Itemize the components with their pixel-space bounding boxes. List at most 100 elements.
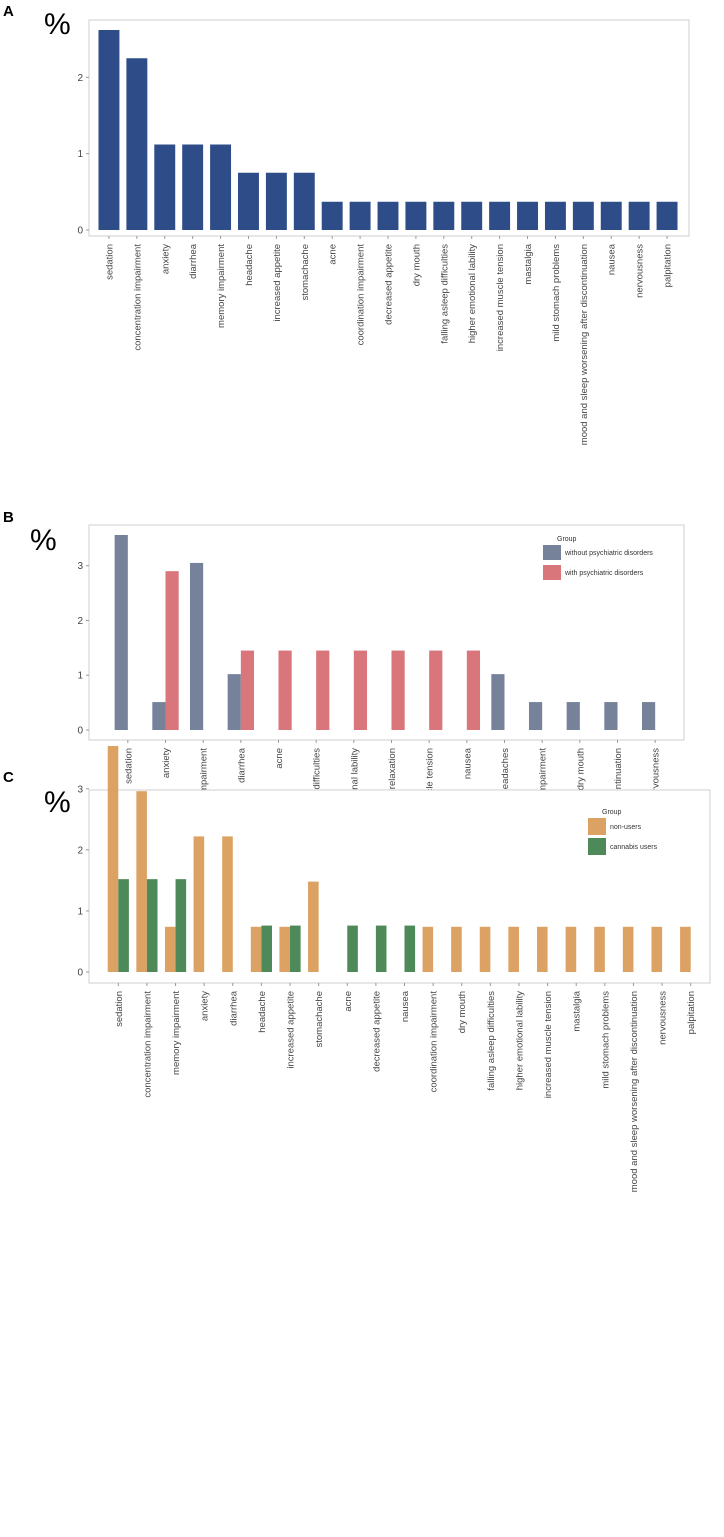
x-tick-label: mastalgia <box>572 990 583 1031</box>
y-tick-label: 3 <box>77 784 83 795</box>
bar-A-series-nervousness <box>628 201 650 230</box>
legend-label: cannabis users <box>610 844 658 851</box>
x-tick-label: acne <box>328 244 339 265</box>
bar-C-non-users-sedation <box>107 746 119 972</box>
bar-B-without-psychiatric-disorders-mood-and-sleep-worsening-after-discontinuation <box>604 702 618 730</box>
bar-C-non-users-increased-appetite <box>279 926 291 972</box>
x-tick-label: concentration impairment <box>142 991 153 1098</box>
bar-C-non-users-stomachache <box>308 881 319 972</box>
x-tick-label: higher emotional lability <box>467 244 478 344</box>
y-tick-label: 3 <box>77 561 83 572</box>
x-tick-label: mild stomach problems <box>551 244 562 342</box>
bar-C-cannabis-users-increased-appetite <box>290 925 301 972</box>
bar-B-without-psychiatric-disorders-diarrhea <box>227 674 241 730</box>
x-tick-label: stomachache <box>314 991 325 1048</box>
x-tick-label: sedation <box>114 991 125 1027</box>
y-axis-unit-label: % <box>30 524 57 557</box>
x-tick-label: sedation <box>104 244 115 280</box>
bar-C-non-users-diarrhea <box>222 836 233 972</box>
bar-C-cannabis-users-sedation <box>118 879 129 972</box>
bar-B-without-psychiatric-disorders-sedation <box>114 535 128 730</box>
legend-label: with psychiatric disorders <box>564 570 644 577</box>
x-tick-label: concentration impairment <box>132 244 143 351</box>
bar-C-non-users-palpitation <box>680 926 691 972</box>
bar-B-with-psychiatric-disorders-acne <box>278 650 292 730</box>
x-tick-label: mild stomach problems <box>600 991 611 1089</box>
bar-B-with-psychiatric-disorders-increased-muscle-tension <box>429 650 443 730</box>
bar-A-series-increased-appetite <box>265 172 287 230</box>
legend-label: without psychiatric disorders <box>564 550 653 557</box>
y-axis-unit-label: % <box>44 8 71 41</box>
x-tick-label: headaches <box>500 748 511 795</box>
bar-A-series-falling-asleep-difficulties <box>433 201 455 230</box>
legend-swatch <box>588 838 606 855</box>
x-tick-label: mood and sleep worsening after discontin… <box>629 991 640 1192</box>
y-tick-label: 0 <box>77 968 83 979</box>
bar-C-non-users-falling-asleep-difficulties <box>479 926 491 972</box>
bar-A-series-concentration-impairment <box>126 58 148 230</box>
panel-letter-C: C <box>3 769 14 786</box>
x-tick-label: increased appetite <box>272 244 283 322</box>
x-tick-label: falling asleep difficulties <box>439 244 450 344</box>
bar-C-cannabis-users-concentration-impairment <box>146 879 158 972</box>
x-tick-label: memory impairment <box>216 244 227 328</box>
bar-A-series-increased-muscle-tension <box>489 201 511 230</box>
legend-title: Group <box>602 809 622 816</box>
bar-B-with-psychiatric-disorders-falling-asleep-difficulties <box>316 650 330 730</box>
bar-C-cannabis-users-nausea <box>404 925 416 972</box>
bar-A-series-mood-and-sleep-worsening-after-discontinuation <box>572 201 594 230</box>
x-tick-label: memory impairment <box>171 991 182 1075</box>
bar-B-without-psychiatric-disorders-concentration-impairment <box>189 562 204 730</box>
bar-A-series-acne <box>321 201 343 230</box>
bar-A-series-headache <box>238 172 259 230</box>
panel-letter-B: B <box>3 509 14 526</box>
bar-A-series-sedation <box>98 30 120 230</box>
legend-label: non-users <box>610 824 642 831</box>
legend-swatch <box>543 545 561 560</box>
bar-A-series-stomachache <box>293 172 315 230</box>
legend-swatch <box>588 818 606 835</box>
bar-C-non-users-mastalgia <box>565 926 577 972</box>
bar-A-series-memory-impairment <box>210 144 232 230</box>
x-tick-label: increased appetite <box>286 991 297 1069</box>
plot-frame-B <box>88 524 685 741</box>
y-tick-label: 2 <box>77 616 83 627</box>
x-tick-label: diarrhea <box>188 243 199 279</box>
bar-C-cannabis-users-memory-impairment <box>175 879 187 972</box>
bar-C-non-users-mood-and-sleep-worsening-after-discontinuation <box>622 926 634 972</box>
x-tick-label: nausea <box>607 243 618 275</box>
bar-A-series-diarrhea <box>182 144 204 230</box>
x-tick-label: coordination impairment <box>356 244 367 346</box>
bar-B-with-psychiatric-disorders-diarrhea <box>240 650 255 730</box>
x-tick-label: headache <box>244 244 255 286</box>
bar-C-non-users-nervousness <box>651 926 663 972</box>
bar-C-cannabis-users-decreased-appetite <box>375 925 387 972</box>
bar-B-with-psychiatric-disorders-increased-muscle-relaxation <box>391 650 405 730</box>
bar-B-with-psychiatric-disorders-anxiety <box>165 571 179 730</box>
bar-C-cannabis-users-acne <box>347 925 358 972</box>
bar-C-cannabis-users-headache <box>261 925 272 972</box>
bar-A-series-palpitation <box>656 201 678 230</box>
bar-A-series-higher-emotional-lability <box>461 201 483 230</box>
x-tick-label: decreased appetite <box>371 991 382 1072</box>
x-tick-label: higher emotional lability <box>514 991 525 1091</box>
x-tick-label: nervousness <box>658 991 669 1045</box>
x-tick-label: increased muscle tension <box>543 991 554 1098</box>
bar-B-without-psychiatric-disorders-dry-mouth <box>566 702 580 730</box>
bar-A-series-mastalgia <box>517 201 538 230</box>
x-tick-label: nausea <box>400 990 411 1022</box>
x-tick-label: sedation <box>123 748 134 784</box>
x-tick-label: palpitation <box>686 991 697 1034</box>
bar-A-series-decreased-appetite <box>377 201 399 230</box>
y-tick-label: 1 <box>77 906 83 917</box>
x-tick-label: dry mouth <box>457 991 468 1033</box>
x-tick-label: acne <box>343 991 354 1012</box>
x-tick-label: nausea <box>462 747 473 779</box>
x-tick-label: acne <box>274 748 285 769</box>
plot-frame-C <box>88 789 711 984</box>
bar-C-non-users-anxiety <box>193 836 205 972</box>
bar-B-with-psychiatric-disorders-higher-emotional-lability <box>353 650 368 730</box>
x-tick-label: anxiety <box>200 991 211 1021</box>
x-tick-label: nervousness <box>651 748 662 802</box>
x-tick-label: anxiety <box>160 244 171 274</box>
